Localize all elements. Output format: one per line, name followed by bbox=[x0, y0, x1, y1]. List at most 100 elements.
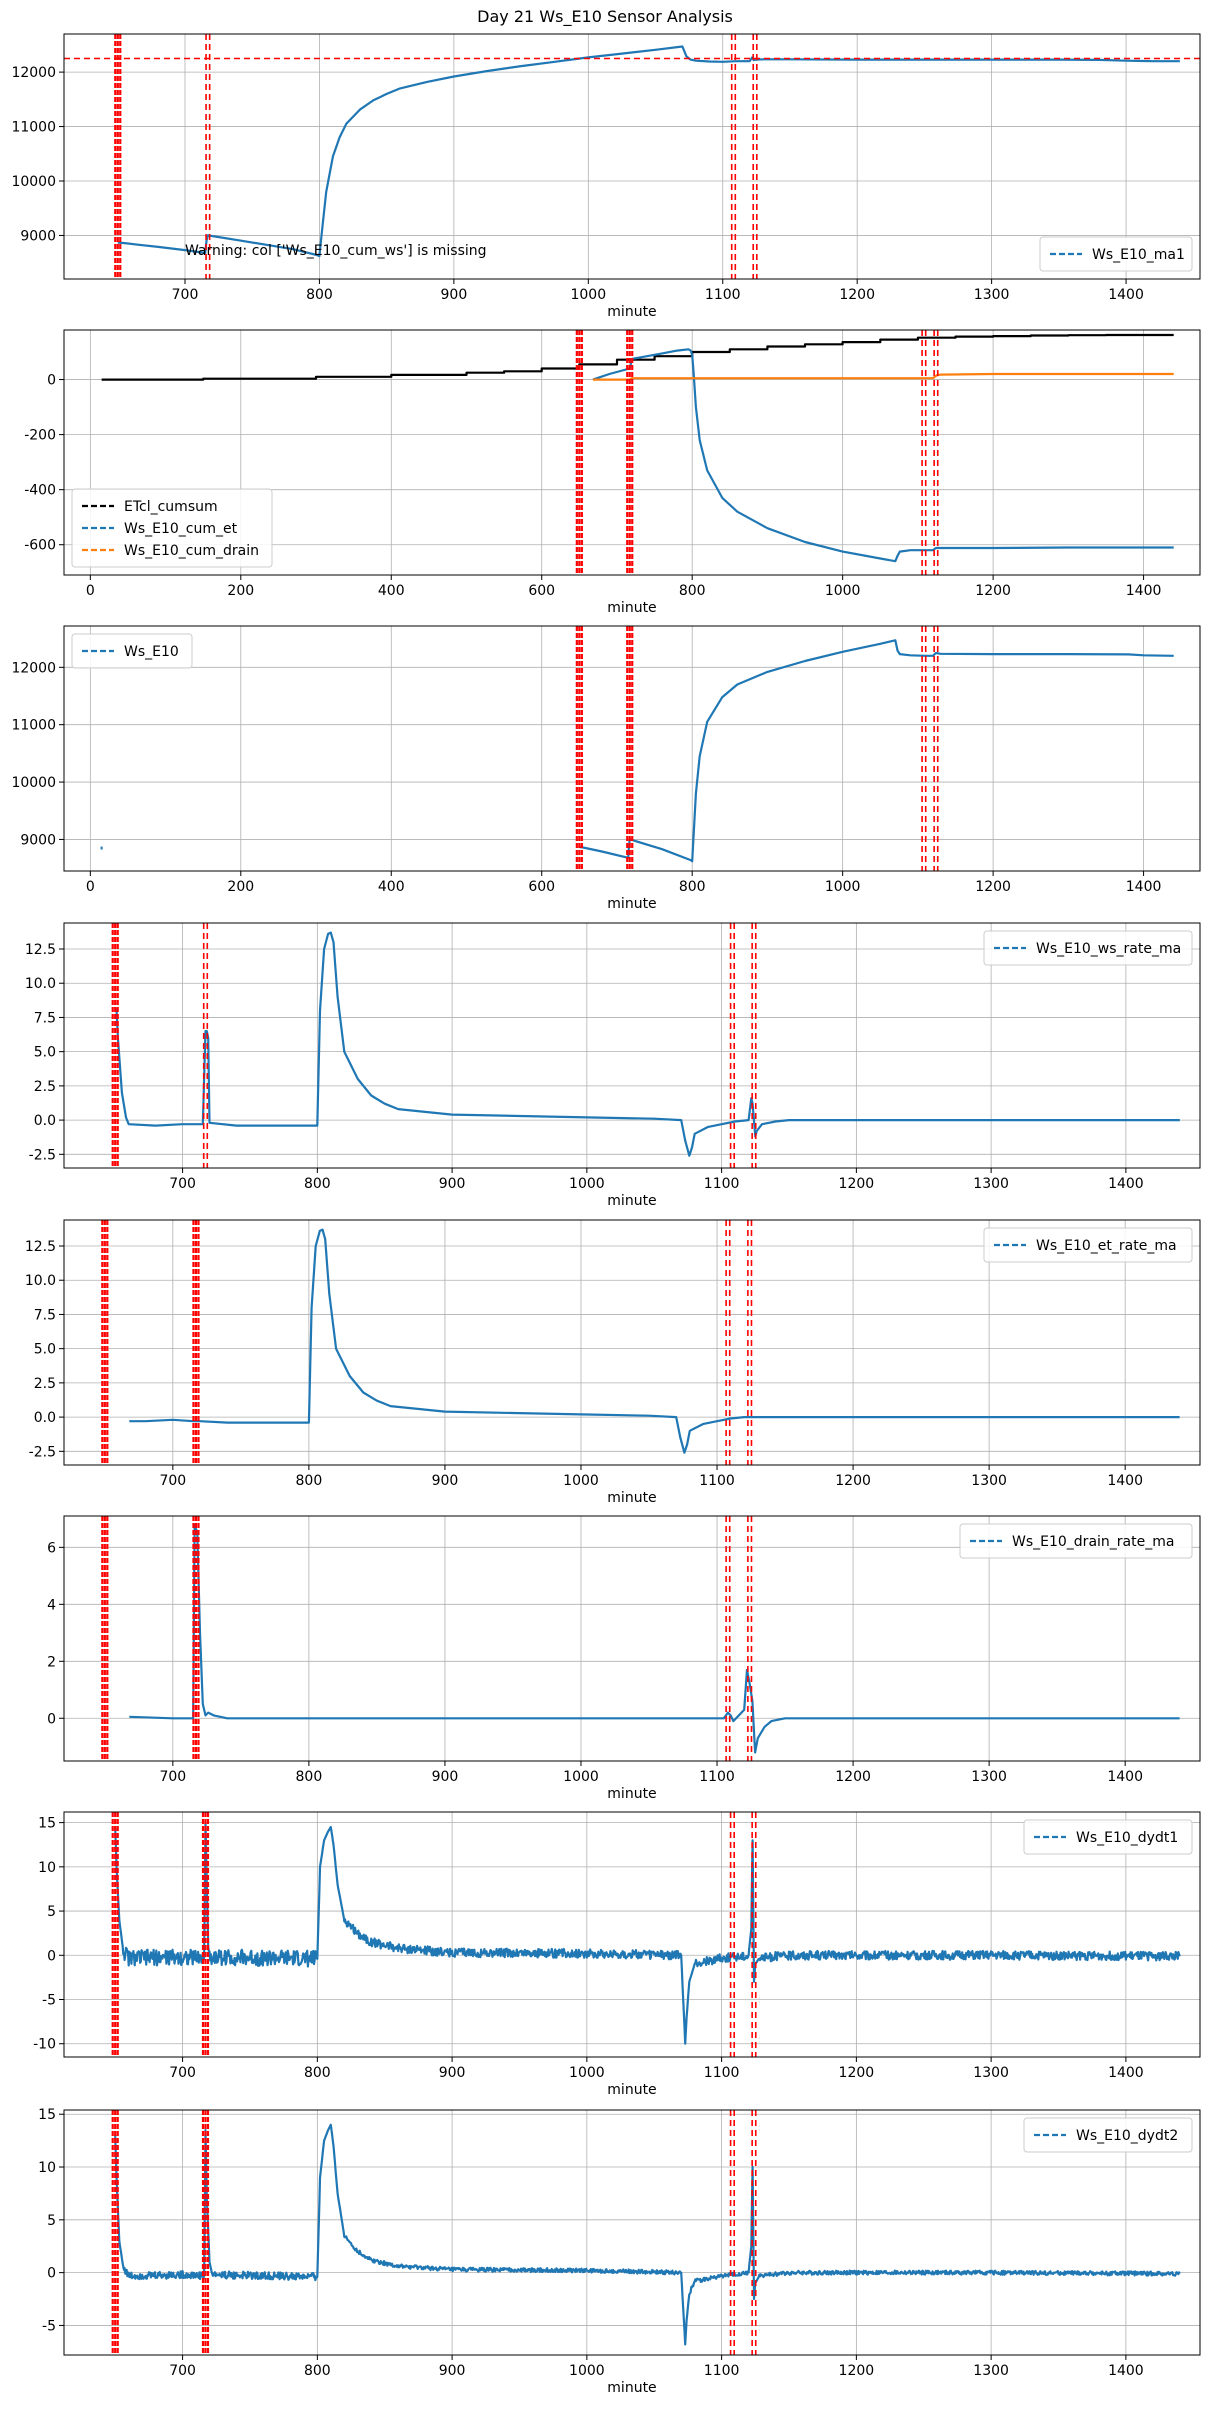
panel-4: 700 800 900 1000 1100 1200 1300 1400 -2.5 0.0 2.5 5… bbox=[25, 922, 1201, 1209]
x-tick-label: 800 bbox=[306, 287, 333, 303]
legend: ETcl_cumsum Ws_E10_cum_et Ws_E10_cum_drain bbox=[71, 488, 273, 568]
y-tick-label: 2.5 bbox=[34, 1079, 56, 1095]
y-tick-label: 9000 bbox=[20, 228, 56, 244]
series-line-Ws_E10_dydt1 bbox=[114, 1821, 1181, 2045]
plot-area bbox=[114, 931, 1180, 1157]
axes-frame bbox=[63, 329, 1201, 576]
x-axis-label: minute bbox=[607, 2082, 656, 2098]
y-tick-label: 10000 bbox=[11, 775, 56, 791]
series-line-Ws_E10_cum_drain bbox=[592, 372, 1174, 381]
y-tick-label: 2.5 bbox=[34, 1376, 56, 1392]
legend-label: Ws_E10 bbox=[124, 644, 179, 660]
panel-7: 700 800 900 1000 1100 1200 1300 1400 -10 -5 0 5 10 15… bbox=[33, 1811, 1201, 2098]
y-tick-label: 5 bbox=[47, 1904, 56, 1920]
x-axis-label: minute bbox=[607, 304, 656, 320]
legend-box bbox=[983, 1227, 1193, 1263]
legend: Ws_E10_dydt1 bbox=[1023, 1819, 1193, 1855]
x-tick-label: 1200 bbox=[975, 583, 1011, 599]
x-tick-label: 1200 bbox=[839, 2363, 875, 2379]
series-line-Ws_E10_ma1 bbox=[117, 45, 1180, 258]
y-tick-label: 5.0 bbox=[34, 1342, 56, 1358]
x-tick-label: 900 bbox=[441, 287, 468, 303]
x-tick-label: 800 bbox=[296, 1473, 323, 1489]
x-axis-label: minute bbox=[607, 896, 656, 912]
y-tick-label: -10 bbox=[33, 2037, 56, 2053]
legend-box bbox=[1023, 1819, 1193, 1855]
y-tick-label: 12.5 bbox=[25, 942, 56, 958]
x-tick-label: 1300 bbox=[973, 2065, 1009, 2081]
y-tick-label: 0 bbox=[47, 1948, 56, 1964]
y-tick-label: 7.5 bbox=[34, 1307, 56, 1323]
y-tick-label: 9000 bbox=[20, 832, 56, 848]
y-tick-label: 12000 bbox=[11, 660, 56, 676]
x-tick-label: 1300 bbox=[973, 1176, 1009, 1192]
y-tick-label: -2.5 bbox=[29, 1444, 56, 1460]
x-tick-label: 700 bbox=[172, 287, 199, 303]
x-tick-label: 1400 bbox=[1108, 1176, 1144, 1192]
x-axis-label: minute bbox=[607, 1193, 656, 1209]
x-tick-label: 700 bbox=[169, 2065, 196, 2081]
y-tick-label: 0 bbox=[47, 373, 56, 389]
x-tick-label: 1200 bbox=[839, 1176, 875, 1192]
y-tick-label: 0 bbox=[47, 1711, 56, 1727]
legend-label: Ws_E10_dydt2 bbox=[1076, 2128, 1178, 2144]
y-tick-label: 2 bbox=[47, 1654, 56, 1670]
x-tick-label: 1400 bbox=[1126, 583, 1162, 599]
x-axis-label: minute bbox=[607, 600, 656, 616]
legend: Ws_E10_ws_rate_ma bbox=[983, 930, 1193, 966]
x-tick-label: 900 bbox=[432, 1769, 459, 1785]
y-tick-label: 10.0 bbox=[25, 1273, 56, 1289]
axes-frame bbox=[63, 625, 1201, 872]
x-tick-label: 1100 bbox=[704, 2363, 740, 2379]
annotation-text: Warning: col ['Ws_E10_cum_ws'] is missin… bbox=[185, 243, 487, 259]
plot-area bbox=[117, 45, 1180, 258]
plot-area bbox=[129, 1228, 1180, 1454]
axes-frame bbox=[63, 1811, 1201, 2058]
legend: Ws_E10_et_rate_ma bbox=[983, 1227, 1193, 1263]
legend-label: Ws_E10_et_rate_ma bbox=[1036, 1238, 1177, 1254]
x-tick-label: 1100 bbox=[699, 1473, 735, 1489]
legend: Ws_E10_dydt2 bbox=[1023, 2117, 1193, 2153]
x-axis-label: minute bbox=[607, 2380, 656, 2396]
legend: Ws_E10_ma1 bbox=[1039, 236, 1193, 272]
axes-frame bbox=[63, 1219, 1201, 1466]
y-tick-label: 7.5 bbox=[34, 1010, 56, 1026]
series-line-Ws_E10_ws_rate_ma bbox=[114, 931, 1180, 1157]
x-tick-label: 1100 bbox=[699, 1769, 735, 1785]
y-tick-label: 5.0 bbox=[34, 1045, 56, 1061]
x-tick-label: 800 bbox=[679, 879, 706, 895]
x-tick-label: 900 bbox=[439, 2065, 466, 2081]
x-tick-label: 1200 bbox=[839, 287, 875, 303]
panel-1: 700 800 900 1000 1100 1200 1300 1400 9000 10000 11… bbox=[11, 33, 1201, 320]
x-tick-label: 400 bbox=[378, 879, 405, 895]
y-tick-label: 12.5 bbox=[25, 1239, 56, 1255]
panel-3: 0 200 400 600 800 1000 1200 1400 9000 10000 11000 1… bbox=[11, 625, 1201, 912]
legend-label: Ws_E10_cum_et bbox=[124, 521, 238, 537]
x-tick-label: 1100 bbox=[704, 2065, 740, 2081]
y-tick-label: 12000 bbox=[11, 65, 56, 81]
x-tick-label: 900 bbox=[432, 1473, 459, 1489]
series-line-Ws_E10_dydt2 bbox=[114, 2123, 1181, 2346]
y-tick-label: 0 bbox=[47, 2266, 56, 2282]
plot-area bbox=[114, 1821, 1181, 2045]
legend-label: Ws_E10_cum_drain bbox=[124, 543, 259, 559]
series-line-ETcl_cumsum bbox=[101, 333, 1174, 381]
x-tick-label: 900 bbox=[439, 1176, 466, 1192]
x-tick-label: 1000 bbox=[569, 2363, 605, 2379]
x-tick-label: 600 bbox=[528, 583, 555, 599]
x-tick-label: 1000 bbox=[570, 287, 606, 303]
legend-label: Ws_E10_drain_rate_ma bbox=[1012, 1534, 1174, 1550]
plot-area bbox=[114, 2123, 1181, 2346]
x-tick-label: 1000 bbox=[569, 2065, 605, 2081]
x-tick-label: 800 bbox=[304, 2065, 331, 2081]
axes-frame bbox=[63, 2109, 1201, 2356]
x-tick-label: 700 bbox=[169, 2363, 196, 2379]
legend-box bbox=[1023, 2117, 1193, 2153]
x-tick-label: 1000 bbox=[563, 1473, 599, 1489]
y-tick-label: 10.0 bbox=[25, 976, 56, 992]
y-tick-label: 0.0 bbox=[34, 1410, 56, 1426]
x-tick-label: 1200 bbox=[835, 1769, 871, 1785]
y-tick-label: -5 bbox=[42, 1993, 56, 2009]
x-tick-label: 1300 bbox=[974, 287, 1010, 303]
